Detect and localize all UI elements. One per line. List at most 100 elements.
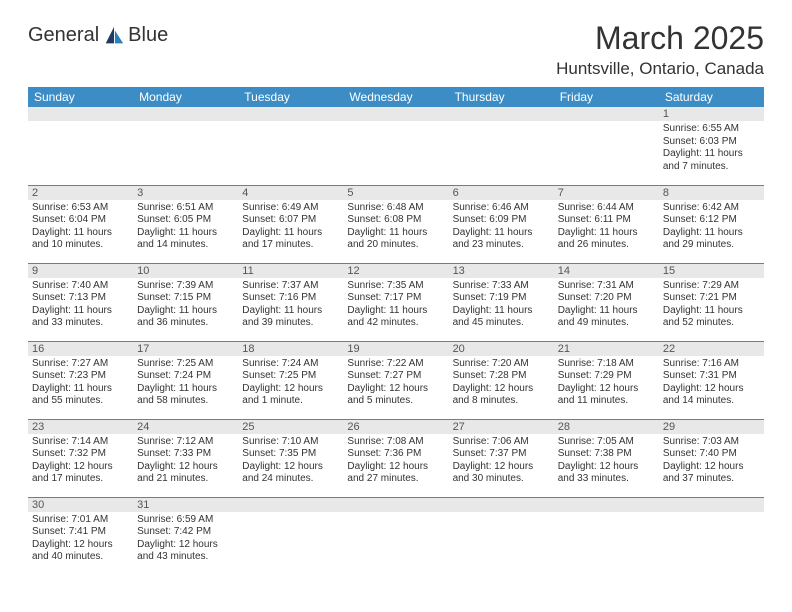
day-number: 1: [659, 107, 764, 121]
sunrise-text: Sunrise: 7:37 AM: [242, 280, 339, 293]
sunrise-text: Sunrise: 7:06 AM: [453, 436, 550, 449]
calendar-day-cell: 19Sunrise: 7:22 AMSunset: 7:27 PMDayligh…: [343, 341, 448, 419]
day-number: 16: [28, 342, 133, 356]
calendar-week-row: 2Sunrise: 6:53 AMSunset: 6:04 PMDaylight…: [28, 185, 764, 263]
day-number: 13: [449, 264, 554, 278]
calendar-day-cell: 4Sunrise: 6:49 AMSunset: 6:07 PMDaylight…: [238, 185, 343, 263]
day-details: Sunrise: 7:29 AMSunset: 7:21 PMDaylight:…: [659, 278, 764, 334]
calendar-day-cell: .: [238, 107, 343, 185]
day-number: 4: [238, 186, 343, 200]
day-header: Wednesday: [343, 87, 448, 107]
calendar-day-cell: .: [343, 497, 448, 575]
sunset-text: Sunset: 7:19 PM: [453, 292, 550, 305]
day-number: 17: [133, 342, 238, 356]
day-details: Sunrise: 6:46 AMSunset: 6:09 PMDaylight:…: [449, 200, 554, 256]
month-title: March 2025: [556, 20, 764, 57]
calendar-day-cell: 2Sunrise: 6:53 AMSunset: 6:04 PMDaylight…: [28, 185, 133, 263]
day-details: Sunrise: 7:24 AMSunset: 7:25 PMDaylight:…: [238, 356, 343, 412]
calendar-day-cell: .: [133, 107, 238, 185]
sunrise-text: Sunrise: 6:48 AM: [347, 202, 444, 215]
sunrise-text: Sunrise: 7:10 AM: [242, 436, 339, 449]
sunrise-text: Sunrise: 7:01 AM: [32, 514, 129, 527]
calendar-day-cell: 21 Sunrise: 7:18 AMSunset: 7:29 PMDayligh…: [554, 341, 659, 419]
calendar-week-row: 23Sunrise: 7:14 AMSunset: 7:32 PMDayligh…: [28, 419, 764, 497]
calendar-day-cell: 20Sunrise: 7:20 AMSunset: 7:28 PMDayligh…: [449, 341, 554, 419]
daylight-text: Daylight: 11 hours and 10 minutes.: [32, 227, 129, 252]
sunset-text: Sunset: 6:04 PM: [32, 214, 129, 227]
calendar-day-cell: 5Sunrise: 6:48 AMSunset: 6:08 PMDaylight…: [343, 185, 448, 263]
day-details: Sunrise: 7:10 AMSunset: 7:35 PMDaylight:…: [238, 434, 343, 490]
calendar-day-cell: 18Sunrise: 7:24 AMSunset: 7:25 PMDayligh…: [238, 341, 343, 419]
calendar-day-cell: .: [554, 107, 659, 185]
sunset-text: Sunset: 7:37 PM: [453, 448, 550, 461]
calendar-header-row: Sunday Monday Tuesday Wednesday Thursday…: [28, 87, 764, 107]
calendar-day-cell: 28Sunrise: 7:05 AMSunset: 7:38 PMDayligh…: [554, 419, 659, 497]
day-number: .: [659, 498, 764, 512]
calendar-day-cell: 16Sunrise: 7:27 AMSunset: 7:23 PMDayligh…: [28, 341, 133, 419]
sunset-text: Sunset: 7:33 PM: [137, 448, 234, 461]
page-header: General Blue March 2025 Huntsville, Onta…: [28, 20, 764, 79]
sunrise-text: Sunrise: 6:55 AM: [663, 123, 760, 136]
daylight-text: Daylight: 11 hours and 26 minutes.: [558, 227, 655, 252]
day-number: 11: [238, 264, 343, 278]
daylight-text: Daylight: 12 hours and 11 minutes.: [558, 383, 655, 408]
day-number: 12: [343, 264, 448, 278]
day-details: Sunrise: 7:12 AMSunset: 7:33 PMDaylight:…: [133, 434, 238, 490]
day-number: 26: [343, 420, 448, 434]
daylight-text: Daylight: 11 hours and 49 minutes.: [558, 305, 655, 330]
day-header: Sunday: [28, 87, 133, 107]
calendar-day-cell: 22Sunrise: 7:16 AMSunset: 7:31 PMDayligh…: [659, 341, 764, 419]
sunset-text: Sunset: 6:07 PM: [242, 214, 339, 227]
sunset-text: Sunset: 6:09 PM: [453, 214, 550, 227]
day-number: 2: [28, 186, 133, 200]
day-details: Sunrise: 7:06 AMSunset: 7:37 PMDaylight:…: [449, 434, 554, 490]
calendar-day-cell: 15Sunrise: 7:29 AMSunset: 7:21 PMDayligh…: [659, 263, 764, 341]
day-number: 23: [28, 420, 133, 434]
daylight-text: Daylight: 11 hours and 55 minutes.: [32, 383, 129, 408]
sunset-text: Sunset: 7:29 PM: [558, 370, 655, 383]
daylight-text: Daylight: 11 hours and 58 minutes.: [137, 383, 234, 408]
brand-name-1: General: [28, 24, 99, 47]
day-number: 15: [659, 264, 764, 278]
sunset-text: Sunset: 6:08 PM: [347, 214, 444, 227]
daylight-text: Daylight: 11 hours and 14 minutes.: [137, 227, 234, 252]
sunrise-text: Sunrise: 7:24 AM: [242, 358, 339, 371]
day-details: Sunrise: 6:59 AMSunset: 7:42 PMDaylight:…: [133, 512, 238, 568]
day-number: 31: [133, 498, 238, 512]
sunrise-text: Sunrise: 6:49 AM: [242, 202, 339, 215]
daylight-text: Daylight: 11 hours and 52 minutes.: [663, 305, 760, 330]
day-number: 3: [133, 186, 238, 200]
sunset-text: Sunset: 6:12 PM: [663, 214, 760, 227]
day-details: Sunrise: 7:31 AMSunset: 7:20 PMDaylight:…: [554, 278, 659, 334]
day-details: Sunrise: 7:27 AMSunset: 7:23 PMDaylight:…: [28, 356, 133, 412]
day-number: 9: [28, 264, 133, 278]
daylight-text: Daylight: 12 hours and 27 minutes.: [347, 461, 444, 486]
day-number: .: [449, 498, 554, 512]
sunset-text: Sunset: 7:27 PM: [347, 370, 444, 383]
sunrise-text: Sunrise: 7:08 AM: [347, 436, 444, 449]
calendar-day-cell: 3Sunrise: 6:51 AMSunset: 6:05 PMDaylight…: [133, 185, 238, 263]
calendar-day-cell: .: [343, 107, 448, 185]
day-number: 7: [554, 186, 659, 200]
calendar-week-row: 9Sunrise: 7:40 AMSunset: 7:13 PMDaylight…: [28, 263, 764, 341]
day-number: 14: [554, 264, 659, 278]
daylight-text: Daylight: 11 hours and 36 minutes.: [137, 305, 234, 330]
day-details: Sunrise: 7:14 AMSunset: 7:32 PMDaylight:…: [28, 434, 133, 490]
day-number: 21: [554, 342, 659, 356]
calendar-day-cell: .: [659, 497, 764, 575]
sunrise-text: Sunrise: 7:12 AM: [137, 436, 234, 449]
day-number: .: [343, 107, 448, 121]
sunrise-text: Sunrise: 7:18 AM: [558, 358, 655, 371]
day-number: 10: [133, 264, 238, 278]
sunset-text: Sunset: 6:11 PM: [558, 214, 655, 227]
calendar-week-row: 30Sunrise: 7:01 AMSunset: 7:41 PMDayligh…: [28, 497, 764, 575]
day-details: Sunrise: 6:55 AMSunset: 6:03 PMDaylight:…: [659, 121, 764, 177]
sunset-text: Sunset: 7:42 PM: [137, 526, 234, 539]
day-header: Saturday: [659, 87, 764, 107]
calendar-day-cell: 30Sunrise: 7:01 AMSunset: 7:41 PMDayligh…: [28, 497, 133, 575]
daylight-text: Daylight: 11 hours and 42 minutes.: [347, 305, 444, 330]
calendar-day-cell: 24Sunrise: 7:12 AMSunset: 7:33 PMDayligh…: [133, 419, 238, 497]
day-details: Sunrise: 7:22 AMSunset: 7:27 PMDaylight:…: [343, 356, 448, 412]
sail-icon: [103, 25, 125, 47]
day-details: Sunrise: 7:20 AMSunset: 7:28 PMDaylight:…: [449, 356, 554, 412]
